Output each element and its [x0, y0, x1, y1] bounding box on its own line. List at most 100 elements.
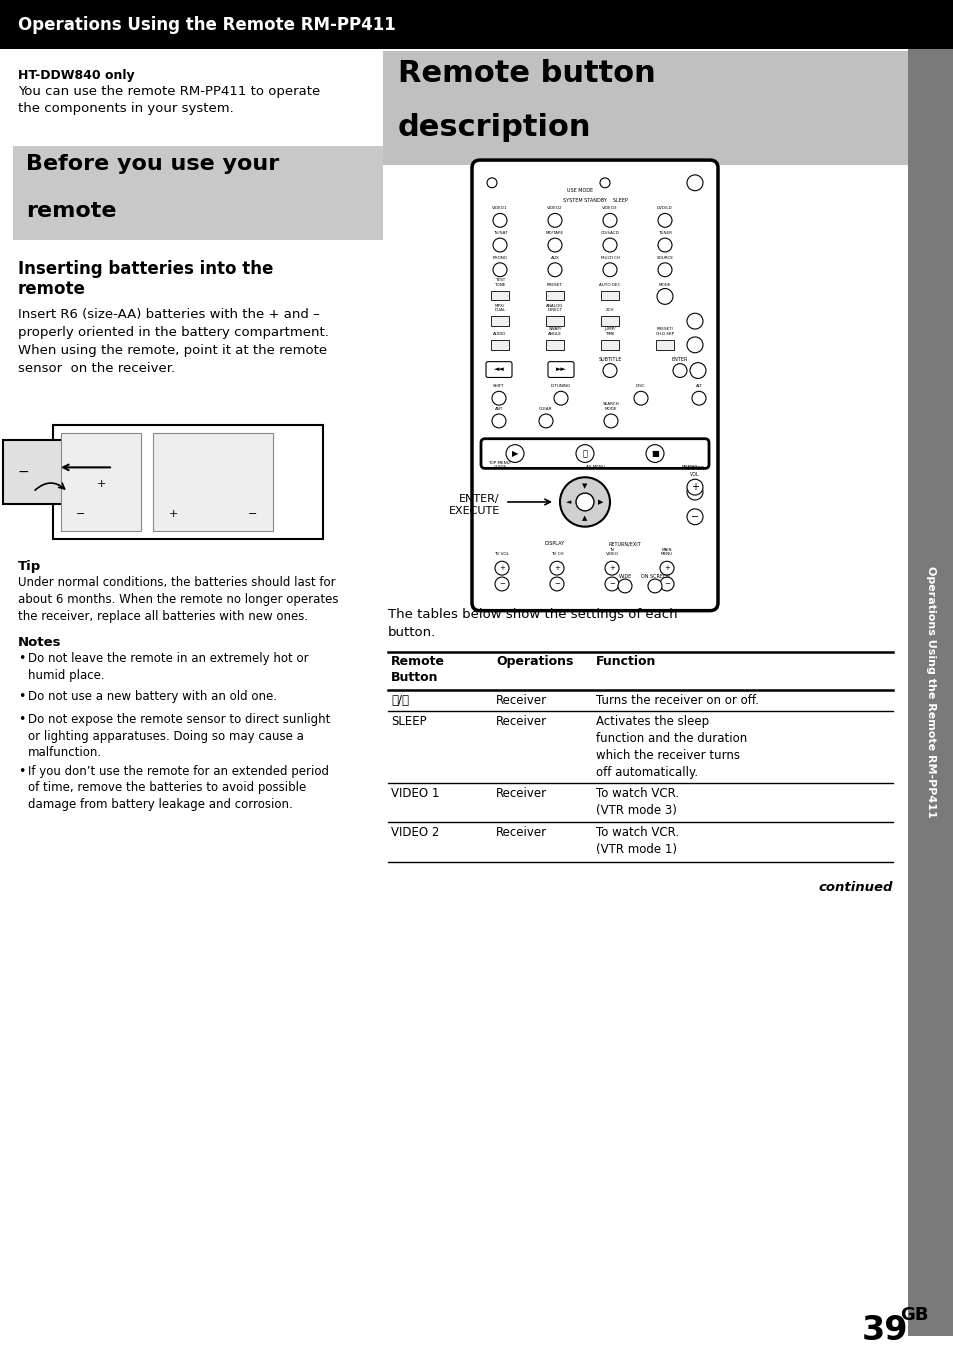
Text: VIDEO 2: VIDEO 2 [391, 826, 439, 840]
Circle shape [486, 178, 497, 188]
Text: CLEAR: CLEAR [538, 407, 552, 411]
Text: remote: remote [18, 280, 86, 297]
Bar [600, 339, 618, 350]
Text: SOURCE: SOURCE [656, 256, 673, 260]
Text: ◄◄: ◄◄ [493, 366, 504, 373]
Text: Do not leave the remote in an extremely hot or
humid place.: Do not leave the remote in an extremely … [28, 652, 309, 681]
Text: ANT: ANT [495, 407, 502, 411]
Text: RETURN/EXIT: RETURN/EXIT [608, 542, 640, 546]
Text: DISPLAY: DISPLAY [544, 542, 564, 546]
Circle shape [604, 561, 618, 575]
Text: Operations Using the Remote RM-PP411: Operations Using the Remote RM-PP411 [925, 565, 935, 818]
Text: The tables below show the settings of each: The tables below show the settings of ea… [388, 607, 677, 621]
Text: Operations: Operations [496, 656, 573, 668]
FancyBboxPatch shape [485, 361, 512, 377]
Circle shape [658, 214, 671, 227]
Text: •: • [18, 765, 26, 777]
Text: Function: Function [596, 656, 656, 668]
Text: ▶: ▶ [511, 449, 517, 458]
Text: ENTER: ENTER [671, 357, 687, 361]
Bar [600, 316, 618, 326]
Circle shape [658, 262, 671, 277]
Text: SUBTITLE: SUBTITLE [598, 357, 621, 361]
Text: TV VOL: TV VOL [494, 553, 509, 556]
Text: ▼: ▼ [581, 483, 587, 489]
Text: +: + [498, 565, 504, 571]
Text: VIDEO3: VIDEO3 [601, 207, 618, 211]
Text: HT-DDW840 only: HT-DDW840 only [18, 69, 134, 82]
Text: Operations Using the Remote RM-PP411: Operations Using the Remote RM-PP411 [18, 16, 395, 34]
Bar [907, 50, 953, 1336]
FancyBboxPatch shape [472, 160, 718, 611]
Circle shape [493, 262, 506, 277]
Text: −: − [663, 581, 669, 587]
Text: Receiver: Receiver [496, 826, 547, 840]
Text: −: − [608, 581, 615, 587]
Circle shape [659, 561, 673, 575]
Bar [656, 339, 673, 350]
Bar [600, 291, 618, 300]
Circle shape [559, 477, 609, 527]
Text: PRESET/
CH.D.SKP: PRESET/ CH.D.SKP [655, 327, 674, 335]
Text: +: + [96, 479, 106, 489]
Circle shape [492, 391, 505, 406]
Text: −: − [498, 581, 504, 587]
Circle shape [634, 391, 647, 406]
Text: Inserting batteries into the: Inserting batteries into the [18, 260, 274, 279]
Text: SWAP/
ANGLE: SWAP/ ANGLE [547, 327, 561, 335]
Text: PHONO: PHONO [492, 256, 507, 260]
Bar [13, 146, 382, 241]
Text: +: + [168, 508, 177, 519]
Circle shape [492, 414, 505, 427]
Text: Remote
Button: Remote Button [391, 656, 444, 684]
Text: 2CH: 2CH [605, 308, 614, 312]
Text: To watch VCR.
(VTR mode 1): To watch VCR. (VTR mode 1) [596, 826, 679, 856]
Text: Remote button: Remote button [397, 59, 655, 88]
Text: −: − [690, 512, 699, 522]
Text: +: + [608, 565, 615, 571]
Circle shape [672, 364, 686, 377]
Text: To watch VCR.
(VTR mode 3): To watch VCR. (VTR mode 3) [596, 787, 679, 817]
Text: Activates the sleep
function and the duration
which the receiver turns
off autom: Activates the sleep function and the dur… [596, 715, 746, 779]
Text: continued: continued [818, 882, 892, 895]
Circle shape [576, 445, 594, 462]
Bar [491, 291, 509, 300]
Circle shape [602, 214, 617, 227]
Bar [3, 439, 68, 504]
Circle shape [602, 262, 617, 277]
Text: •: • [18, 652, 26, 665]
Text: ►►: ►► [555, 366, 566, 373]
Text: ◄: ◄ [566, 499, 571, 504]
Text: SLEEP: SLEEP [391, 715, 426, 729]
Circle shape [602, 238, 617, 251]
Text: 39: 39 [862, 1314, 907, 1347]
Bar [0, 0, 953, 50]
Text: ON SCREEN: ON SCREEN [639, 575, 669, 579]
Text: AUTO DEC: AUTO DEC [598, 283, 620, 287]
Circle shape [547, 214, 561, 227]
Text: MAIN
MENU: MAIN MENU [660, 548, 673, 556]
Text: VIDEO1: VIDEO1 [492, 207, 507, 211]
Circle shape [689, 362, 705, 379]
Bar [545, 316, 563, 326]
Circle shape [602, 364, 617, 377]
Circle shape [599, 178, 609, 188]
Circle shape [576, 493, 594, 511]
Text: TV CH: TV CH [550, 553, 562, 556]
Text: ALT: ALT [695, 384, 701, 388]
Text: You can use the remote RM-PP411 to operate: You can use the remote RM-PP411 to opera… [18, 85, 320, 97]
Text: TV
VIDEO: TV VIDEO [605, 548, 618, 556]
Text: JUMP/
TIME: JUMP/ TIME [603, 327, 615, 335]
Text: +: + [663, 565, 669, 571]
Text: SEARCH
MODE: SEARCH MODE [602, 403, 618, 411]
Text: MD/TAPE: MD/TAPE [545, 231, 563, 235]
FancyBboxPatch shape [547, 361, 574, 377]
Text: ▲: ▲ [581, 515, 587, 521]
Circle shape [686, 484, 702, 500]
FancyBboxPatch shape [480, 439, 708, 468]
Text: TEST
TONE: TEST TONE [494, 279, 505, 287]
Text: ENTER/
EXECUTE: ENTER/ EXECUTE [448, 493, 499, 515]
Bar [53, 425, 323, 538]
Text: CD/SACD: CD/SACD [600, 231, 618, 235]
Text: TUNER: TUNER [658, 231, 671, 235]
